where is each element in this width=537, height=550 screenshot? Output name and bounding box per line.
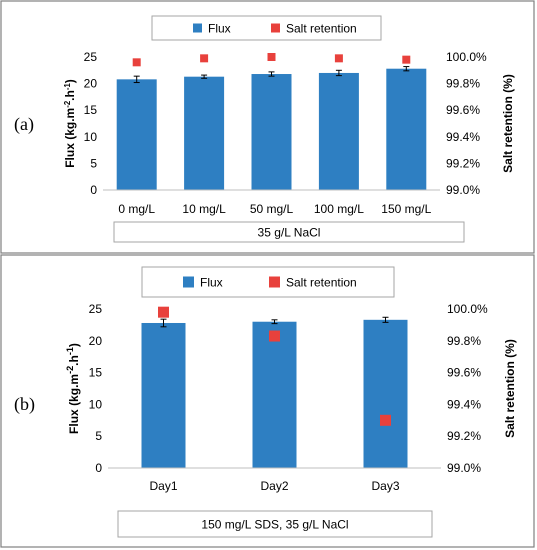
salt-retention-marker: [158, 306, 169, 318]
salt-retention-marker: [334, 54, 343, 63]
salt-retention-marker: [402, 55, 411, 64]
x-tick-label: Day3: [371, 479, 399, 493]
y-axis-title: Flux (kg.m-2.h-1): [65, 343, 81, 434]
y2-axis-title: Salt retention (%): [501, 74, 515, 173]
panel-border: [0, 254, 535, 548]
y2-tick-label: 99.2%: [447, 429, 481, 443]
y2-axis-title: Salt retention (%): [503, 339, 517, 438]
flux-bar: [251, 74, 292, 190]
y-tick-label: 20: [84, 77, 98, 91]
y-tick-label: 20: [89, 334, 103, 348]
x-tick-label: 50 mg/L: [250, 202, 294, 216]
legend-flux-label: Flux: [200, 276, 223, 290]
y-axis-title: Flux (kg.m-2.h-1): [63, 79, 78, 168]
salt-retention-marker: [132, 58, 141, 67]
panel-b: (b) Flux Salt retention 0 5 10 15 20 25 99.0% 99.2…: [0, 254, 535, 548]
y-tick-label: 10: [84, 130, 98, 144]
legend-salt-swatch: [269, 276, 280, 288]
y-tick-label: 15: [84, 103, 98, 117]
flux-bar: [141, 322, 186, 468]
y2-tick-label: 100.0%: [446, 50, 487, 64]
legend-salt-label: Salt retention: [286, 276, 357, 290]
y2-tick-label: 99.8%: [447, 334, 481, 348]
caption-text: 150 mg/L SDS, 35 g/L NaCl: [201, 518, 348, 532]
legend-flux-swatch: [193, 23, 202, 33]
flux-bar: [184, 76, 225, 190]
y-tick-label: 25: [84, 50, 98, 64]
salt-retention-marker: [267, 53, 276, 61]
flux-bar: [363, 319, 408, 468]
y2-tick-label: 99.8%: [446, 77, 480, 91]
caption-text: 35 g/L NaCl: [258, 226, 321, 240]
y2-tick-label: 99.2%: [446, 156, 480, 170]
y-tick-label: 15: [89, 366, 103, 380]
y2-tick-label: 99.4%: [446, 130, 480, 144]
y2-tick-label: 99.6%: [446, 103, 480, 117]
y2-tick-label: 99.6%: [447, 366, 481, 380]
flux-bar: [386, 68, 427, 190]
salt-retention-marker: [380, 414, 391, 426]
x-tick-label: 150 mg/L: [381, 202, 431, 216]
y2-tick-label: 100.0%: [447, 302, 488, 316]
flux-bar: [116, 79, 157, 190]
flux-bar: [318, 72, 359, 190]
y-tick-label: 0: [95, 461, 102, 475]
legend-flux-swatch: [183, 276, 194, 288]
legend-salt-label: Salt retention: [286, 22, 357, 36]
x-tick-label: Day2: [260, 479, 288, 493]
x-tick-label: 100 mg/L: [314, 202, 364, 216]
panel-border: [0, 0, 535, 254]
caption-box: [113, 221, 465, 243]
y2-tick-label: 99.0%: [447, 461, 481, 475]
y2-tick-label: 99.4%: [447, 397, 481, 411]
caption-box: [117, 510, 433, 538]
x-tick-label: 0 mg/L: [118, 202, 155, 216]
y2-tick-label: 99.0%: [446, 183, 480, 197]
x-tick-label: 10 mg/L: [182, 202, 226, 216]
panel-label: (b): [14, 394, 35, 415]
salt-retention-marker: [269, 330, 280, 342]
x-tick-label: Day1: [149, 479, 177, 493]
flux-bar: [252, 321, 297, 468]
salt-retention-marker: [200, 54, 209, 63]
y-tick-label: 10: [89, 397, 103, 411]
panel-label: (a): [14, 114, 34, 135]
y-tick-label: 0: [90, 183, 97, 197]
legend-flux-label: Flux: [208, 22, 231, 36]
legend-salt-swatch: [271, 23, 280, 33]
legend-box: [151, 15, 382, 41]
panel-a: (a) Flux Salt retention 0 5 10 15 20 25 99.0% 99.2…: [0, 0, 535, 254]
y-tick-label: 5: [95, 429, 102, 443]
y-tick-label: 25: [89, 302, 103, 316]
y-tick-label: 5: [90, 156, 97, 170]
